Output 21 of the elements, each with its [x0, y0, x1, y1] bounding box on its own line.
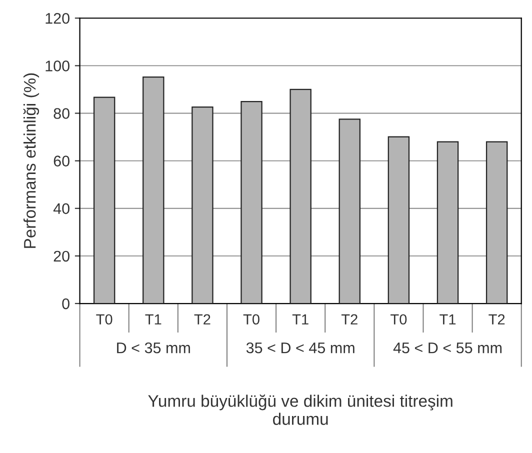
text: 45 < D < 55 mm: [393, 342, 502, 354]
text: 35 < D < 45 mm: [246, 342, 354, 354]
x-axis-title: Yumru büyüklüğü ve dikim ünitesi titreşim durumu: [148, 394, 452, 425]
x-tick-label: T2: [341, 314, 358, 324]
text: D < 35 mm: [117, 342, 190, 354]
x-tick-label: T0: [390, 314, 407, 325]
x-tick-label: T0: [243, 314, 260, 325]
x-tick-label: T2: [488, 314, 505, 324]
x-tick-label: T0: [96, 314, 112, 325]
y-tick-label: 40: [53, 203, 70, 214]
y-tick-label: 60: [54, 156, 70, 166]
y-tick-label: 20: [54, 250, 70, 262]
x-tick-label: T1: [292, 314, 308, 324]
y-tick-label: 100: [46, 60, 70, 72]
y-tick-label: 80: [54, 108, 70, 119]
x-tick-label: T2: [194, 314, 210, 324]
x-tick-label: T1: [145, 314, 162, 324]
y-axis-title: Performans etkinliği (%): [23, 73, 40, 248]
y-tick-label: 120: [46, 12, 70, 24]
y-tick-label: 0: [62, 298, 70, 310]
x-tick-label: T1: [440, 314, 456, 324]
